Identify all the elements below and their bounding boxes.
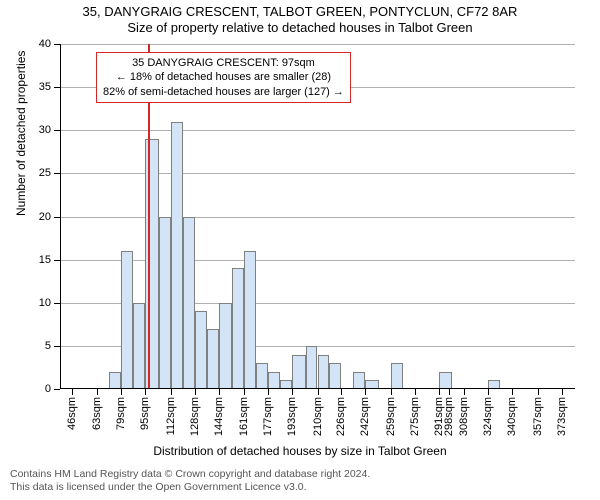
x-tick-mark	[219, 389, 220, 395]
x-tick-mark	[341, 389, 342, 395]
x-tick-label: 259sqm	[385, 397, 397, 436]
title-line-2: Size of property relative to detached ho…	[0, 20, 600, 36]
x-tick-label: 357sqm	[532, 397, 544, 436]
x-tick-label: 298sqm	[443, 397, 455, 436]
histogram-bar	[232, 268, 244, 389]
histogram-bar	[207, 329, 219, 389]
y-tick-label: 0	[45, 383, 60, 395]
x-tick-mark	[562, 389, 563, 395]
x-tick-mark	[391, 389, 392, 395]
x-tick-label: 373sqm	[556, 397, 568, 436]
x-tick-mark	[171, 389, 172, 395]
histogram-bar	[329, 363, 341, 389]
histogram-bar	[353, 372, 365, 389]
x-tick-mark	[439, 389, 440, 395]
y-tick-label: 40	[39, 38, 60, 50]
histogram-bar	[159, 217, 171, 390]
x-tick-label: 95sqm	[139, 397, 151, 430]
x-tick-label: 112sqm	[165, 397, 177, 435]
x-tick-label: 79sqm	[115, 397, 127, 430]
y-tick-label: 20	[39, 211, 60, 223]
x-tick-mark	[145, 389, 146, 395]
histogram-bar	[183, 217, 195, 390]
y-tick-label: 30	[39, 124, 60, 136]
x-tick-label: 144sqm	[213, 397, 225, 436]
x-tick-label: 275sqm	[409, 397, 421, 436]
histogram-bar	[439, 372, 452, 389]
footer-line-2: This data is licensed under the Open Gov…	[10, 481, 370, 494]
histogram-bar	[318, 355, 330, 390]
histogram-bar	[195, 311, 207, 389]
y-axis-line	[60, 44, 61, 389]
x-tick-mark	[121, 389, 122, 395]
x-tick-mark	[512, 389, 513, 395]
x-tick-mark	[488, 389, 489, 395]
x-tick-mark	[415, 389, 416, 395]
x-tick-mark	[292, 389, 293, 395]
y-tick-label: 15	[39, 254, 60, 266]
annotation-line: 35 DANYGRAIG CRESCENT: 97sqm	[103, 56, 344, 70]
annotation-line: ← 18% of detached houses are smaller (28…	[103, 70, 344, 84]
footer-line-1: Contains HM Land Registry data © Crown c…	[10, 468, 370, 481]
histogram-bar	[219, 303, 232, 389]
title-line-1: 35, DANYGRAIG CRESCENT, TALBOT GREEN, PO…	[0, 4, 600, 20]
histogram-bar	[268, 372, 280, 389]
histogram-bar	[109, 372, 121, 389]
chart-area: 051015202530354046sqm63sqm79sqm95sqm112s…	[60, 44, 575, 389]
histogram-bar	[256, 363, 268, 389]
x-tick-mark	[318, 389, 319, 395]
x-tick-label: 193sqm	[286, 397, 298, 436]
histogram-bar	[292, 355, 305, 390]
x-tick-label: 46sqm	[66, 397, 78, 430]
x-tick-label: 308sqm	[458, 397, 470, 436]
x-tick-mark	[365, 389, 366, 395]
x-tick-label: 128sqm	[189, 397, 201, 436]
annotation-line: 82% of semi-detached houses are larger (…	[103, 85, 344, 99]
y-tick-label: 25	[39, 167, 60, 179]
histogram-bar	[171, 122, 183, 389]
x-tick-mark	[538, 389, 539, 395]
x-tick-label: 63sqm	[91, 397, 103, 430]
x-tick-label: 340sqm	[506, 397, 518, 436]
y-tick-label: 35	[39, 81, 60, 93]
x-tick-mark	[244, 389, 245, 395]
y-axis-title: Number of detached properties	[14, 51, 28, 216]
title-block: 35, DANYGRAIG CRESCENT, TALBOT GREEN, PO…	[0, 4, 600, 35]
x-tick-mark	[97, 389, 98, 395]
x-tick-mark	[268, 389, 269, 395]
x-tick-label: 177sqm	[262, 397, 274, 436]
histogram-bar	[244, 251, 256, 389]
annotation-box: 35 DANYGRAIG CRESCENT: 97sqm← 18% of det…	[96, 52, 351, 103]
x-tick-label: 226sqm	[335, 397, 347, 436]
y-tick-label: 10	[39, 297, 60, 309]
histogram-bar	[306, 346, 318, 389]
x-tick-mark	[195, 389, 196, 395]
x-tick-label: 161sqm	[238, 397, 250, 436]
footer: Contains HM Land Registry data © Crown c…	[10, 468, 370, 494]
plot-area: 051015202530354046sqm63sqm79sqm95sqm112s…	[60, 44, 575, 389]
x-tick-mark	[449, 389, 450, 395]
histogram-bar	[133, 303, 145, 389]
x-tick-mark	[464, 389, 465, 395]
x-tick-label: 324sqm	[482, 397, 494, 436]
histogram-bar	[391, 363, 403, 389]
x-tick-mark	[72, 389, 73, 395]
y-tick-label: 5	[45, 340, 60, 352]
x-axis-title: Distribution of detached houses by size …	[0, 444, 600, 458]
histogram-bar	[121, 251, 133, 389]
page-root: 35, DANYGRAIG CRESCENT, TALBOT GREEN, PO…	[0, 0, 600, 500]
x-tick-label: 242sqm	[359, 397, 371, 436]
x-tick-label: 210sqm	[312, 397, 324, 436]
